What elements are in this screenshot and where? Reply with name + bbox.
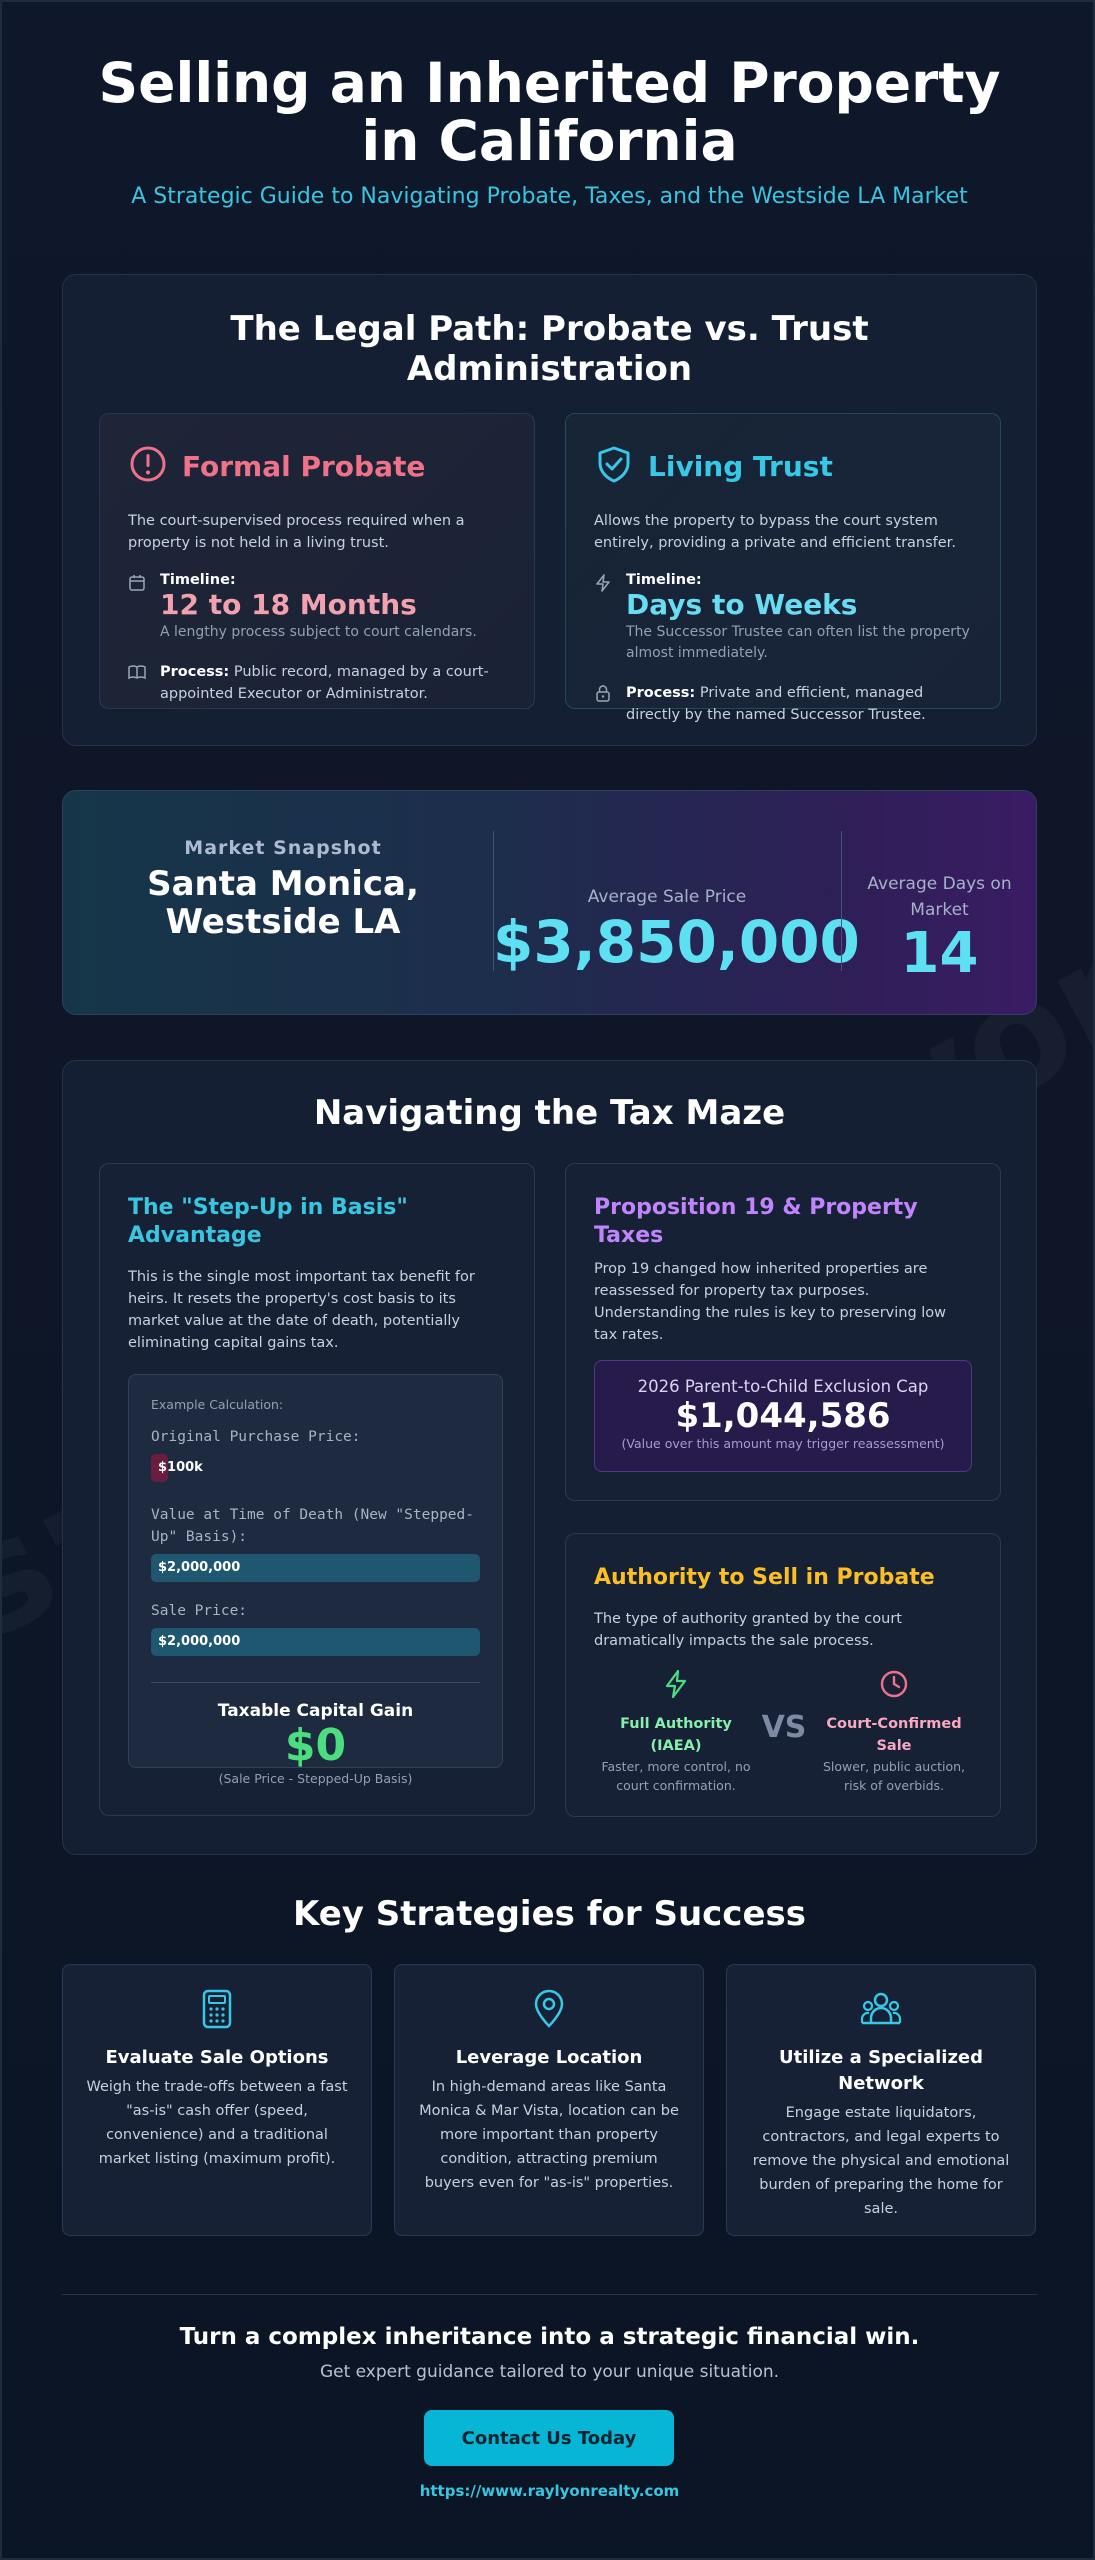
lightning-icon <box>594 572 614 664</box>
lock-icon <box>594 682 614 726</box>
tax-maze-panel: Navigating the Tax Maze The "Step-Up in … <box>62 1060 1037 1855</box>
vs-label: VS <box>761 1710 807 1745</box>
users-group-icon <box>747 1989 1015 2029</box>
sale-price-bar: $2,000,000 <box>151 1628 480 1656</box>
page-title: Selling an Inherited Property in Califor… <box>98 51 1001 173</box>
divider <box>841 831 842 971</box>
step-up-desc: This is the single most important tax be… <box>128 1269 475 1351</box>
market-snapshot-panel: Market Snapshot Santa Monica, Westside L… <box>62 790 1037 1015</box>
formal-probate-card: Formal Probate The court-supervised proc… <box>99 413 535 709</box>
timeline-label: Timeline: <box>626 572 702 588</box>
strategy-title: Leverage Location <box>455 2047 643 2068</box>
timeline-label: Timeline: <box>160 572 236 588</box>
strategies-title: Key Strategies for Success <box>293 1894 806 1934</box>
probate-timeline-note: A lengthy process subject to court calen… <box>160 624 477 640</box>
process-label: Process: <box>626 685 696 701</box>
prop-19-card: Proposition 19 & Property Taxes Prop 19 … <box>565 1163 1001 1501</box>
average-days-label: Average Days on Market <box>867 874 1012 920</box>
step-up-title: The "Step-Up in Basis" Advantage <box>128 1195 408 1248</box>
full-authority-desc: Faster, more control, no court confirmat… <box>601 1759 751 1793</box>
prop-19-desc: Prop 19 changed how inherited properties… <box>594 1261 947 1343</box>
example-label: Example Calculation: <box>151 1397 284 1412</box>
trust-timeline-value: Days to Weeks <box>626 588 858 621</box>
probate-process-text: Public record, managed by a court-appoin… <box>160 664 489 702</box>
legal-path-title: The Legal Path: Probate vs. Trust Admini… <box>230 309 869 389</box>
trust-process-text: Private and efficient, managed directly … <box>626 685 926 723</box>
average-days-value: 14 <box>900 921 979 986</box>
authority-desc: The type of authority granted by the cou… <box>594 1611 902 1649</box>
website-link[interactable]: https://www.raylyonrealty.com <box>419 2482 680 2500</box>
living-trust-title: Living Trust <box>648 449 833 483</box>
step-up-basis-card: The "Step-Up in Basis" Advantage This is… <box>99 1163 535 1816</box>
average-sale-price-label: Average Sale Price <box>587 887 747 907</box>
authority-to-sell-card: Authority to Sell in Probate The type of… <box>565 1533 1001 1817</box>
original-price-bar: $100k <box>151 1454 203 1482</box>
living-trust-card: Living Trust Allows the property to bypa… <box>565 413 1001 723</box>
capital-gain-note: (Sale Price - Stepped-Up Basis) <box>218 1771 413 1786</box>
full-authority-option: Full Authority (IAEA) Faster, more contr… <box>596 1669 756 1795</box>
court-confirmed-desc: Slower, public auction, risk of overbids… <box>822 1759 965 1793</box>
strategy-card-network: Utilize a Specialized Network Engage est… <box>726 1964 1036 2236</box>
example-calculation: Example Calculation: Original Purchase P… <box>128 1374 503 1786</box>
calculator-icon <box>83 1989 351 2029</box>
contact-us-button[interactable]: Contact Us Today <box>424 2410 674 2466</box>
court-confirmed-title: Court-Confirmed Sale <box>826 1716 962 1754</box>
page-subtitle: A Strategic Guide to Navigating Probate,… <box>131 184 968 209</box>
trust-timeline-note: The Successor Trustee can often list the… <box>626 624 970 661</box>
book-open-icon <box>128 661 148 705</box>
cta-title: Turn a complex inheritance into a strate… <box>179 2324 920 2350</box>
alert-circle-icon <box>128 444 168 488</box>
hero-header: Selling an Inherited Property in Califor… <box>2 51 1093 209</box>
strategy-title: Evaluate Sale Options <box>105 2047 329 2068</box>
strategy-desc: Weigh the trade-offs between a fast "as-… <box>86 2079 348 2167</box>
prop-19-title: Proposition 19 & Property Taxes <box>594 1195 918 1248</box>
exclusion-cap-note: (Value over this amount may trigger reas… <box>621 1436 945 1451</box>
exclusion-cap-box: 2026 Parent-to-Child Exclusion Cap $1,04… <box>594 1360 972 1472</box>
lightning-icon <box>661 1669 691 1703</box>
cta-subtitle: Get expert guidance tailored to your uni… <box>319 2362 780 2382</box>
market-snapshot-label: Market Snapshot <box>184 837 382 859</box>
divider <box>62 2294 1037 2295</box>
formal-probate-desc: The court-supervised process required wh… <box>128 513 465 551</box>
authority-title: Authority to Sell in Probate <box>594 1565 935 1590</box>
court-confirmed-option: Court-Confirmed Sale Slower, public auct… <box>814 1669 974 1795</box>
market-location: Santa Monica, Westside LA <box>147 864 419 942</box>
divider <box>493 831 494 971</box>
clock-icon <box>879 1670 909 1703</box>
living-trust-desc: Allows the property to bypass the court … <box>594 513 956 551</box>
strategy-card-evaluate: Evaluate Sale Options Weigh the trade-of… <box>62 1964 372 2236</box>
process-label: Process: <box>160 664 230 680</box>
exclusion-cap-label: 2026 Parent-to-Child Exclusion Cap <box>637 1377 929 1396</box>
capital-gain-value: $0 <box>284 1720 347 1771</box>
probate-timeline-value: 12 to 18 Months <box>160 588 417 621</box>
exclusion-cap-value: $1,044,586 <box>675 1396 891 1436</box>
death-value-label: Value at Time of Death (New "Stepped-Up"… <box>151 1507 475 1545</box>
formal-probate-title: Formal Probate <box>182 449 426 483</box>
tax-maze-title: Navigating the Tax Maze <box>313 1093 786 1133</box>
strategy-desc: Engage estate liquidators, contractors, … <box>752 2105 1010 2217</box>
death-value-bar: $2,000,000 <box>151 1554 480 1582</box>
average-sale-price-value: $3,850,000 <box>493 908 860 976</box>
original-price-label: Original Purchase Price: <box>151 1429 361 1445</box>
shield-check-icon <box>594 444 634 488</box>
map-pin-icon <box>415 1989 683 2029</box>
strategy-title: Utilize a Specialized Network <box>778 2047 984 2094</box>
full-authority-title: Full Authority (IAEA) <box>620 1716 732 1754</box>
calendar-icon <box>128 572 148 643</box>
strategy-desc: In high-demand areas like Santa Monica &… <box>419 2079 679 2191</box>
legal-path-panel: The Legal Path: Probate vs. Trust Admini… <box>62 274 1037 746</box>
strategy-card-location: Leverage Location In high-demand areas l… <box>394 1964 704 2236</box>
sale-price-label: Sale Price: <box>151 1603 248 1619</box>
divider <box>151 1682 480 1683</box>
capital-gain-label: Taxable Capital Gain <box>217 1701 414 1721</box>
